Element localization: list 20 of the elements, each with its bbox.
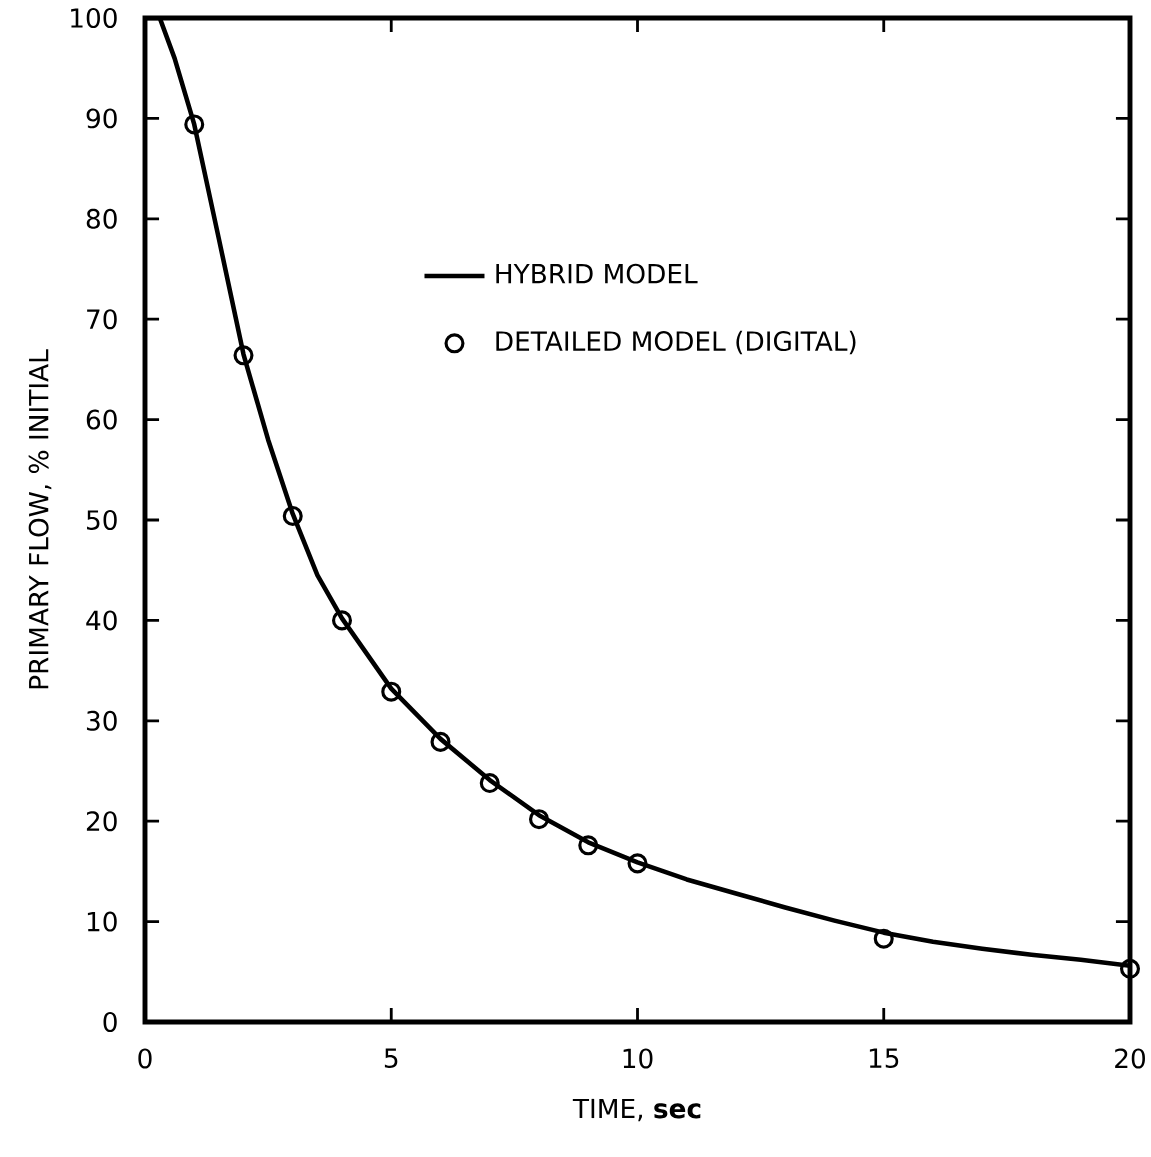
x-tick-label: 20 bbox=[1115, 1048, 1145, 1069]
y-tick-label: 100 bbox=[71, 8, 117, 28]
x-tick-label: 10 bbox=[623, 1048, 653, 1069]
x-tick-label: 5 bbox=[384, 1048, 398, 1069]
y-tick-label: 40 bbox=[86, 610, 117, 631]
y-tick-label: 90 bbox=[86, 108, 117, 129]
y-tick-label: 80 bbox=[86, 208, 117, 229]
y-tick-label: 60 bbox=[86, 409, 117, 430]
legend-label: HYBRID MODEL bbox=[496, 263, 698, 284]
y-tick-label: 10 bbox=[87, 911, 117, 932]
y-tick-label: 30 bbox=[86, 710, 117, 731]
x-tick-label: 15 bbox=[869, 1048, 899, 1069]
y-tick-label: 20 bbox=[86, 811, 117, 832]
x-axis-title: TIME, sec bbox=[572, 1098, 701, 1122]
legend-label: DETAILED MODEL (DIGITAL) bbox=[496, 330, 856, 355]
x-tick-label: 0 bbox=[138, 1048, 152, 1069]
y-tick-label: 0 bbox=[103, 1012, 117, 1032]
y-tick-label: 70 bbox=[87, 309, 117, 330]
y-axis-title: PRIMARY FLOW, % INITIAL bbox=[28, 349, 52, 689]
y-tick-label: 50 bbox=[87, 510, 117, 530]
